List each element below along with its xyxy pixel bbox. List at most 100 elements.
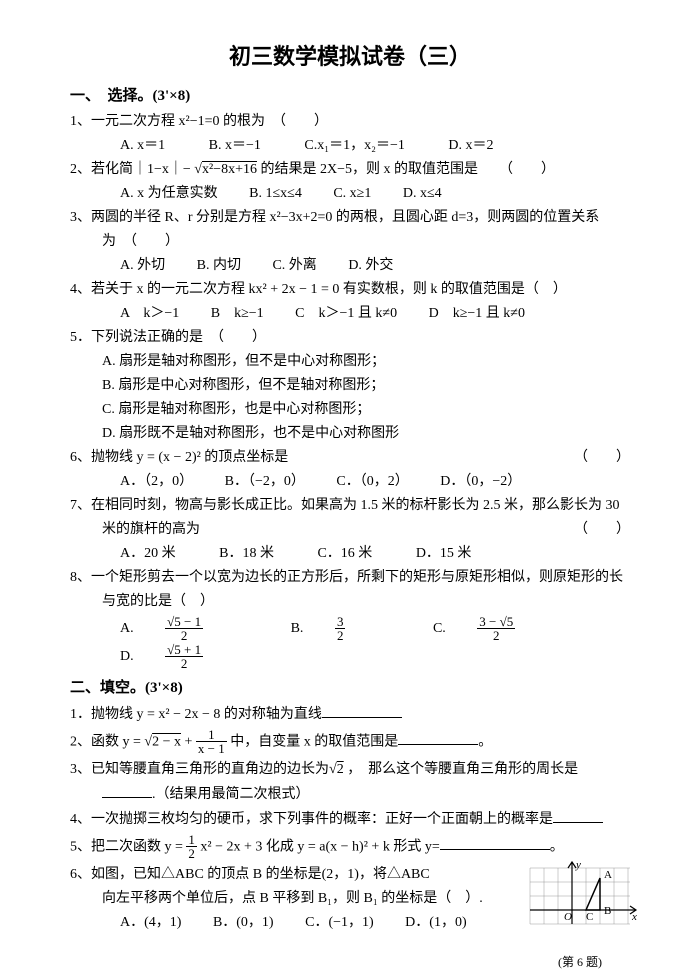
q2-rad: x²−8x+16 [202,162,257,177]
blank [102,783,152,798]
q7-opt-c: C．16 米 [317,543,372,564]
q3-opt-b: B. 内切 [197,255,241,276]
q2-b: 的结果是 2X−5，则 x 的取值范围是 （ ） [257,162,555,177]
f5-frac: 12 [186,833,197,861]
q8-b-frac: 32 [335,615,374,643]
frac-num: √5 + 1 [165,643,203,658]
section-1-heading: 一、 选择。(3'×8) [70,85,630,108]
f5-end: 。 [550,839,564,854]
q2-stem: 2、若化简｜1−x｜− √x²−8x+16 的结果是 2X−5，则 x 的取值范… [70,159,630,180]
q4-options: A k＞−1 B k≥−1 C k＞−1 且 k≠0 D k≥−1 且 k≠0 [120,303,630,324]
frac-num: 1 [186,833,197,848]
f6-opt-b: B．(0，1) [213,912,274,933]
f6-opt-c: C．(−1，1) [305,912,374,933]
frac-den: 2 [477,629,515,643]
f3-line2: .（结果用最简二次根式） [102,783,630,805]
frac-den: 2 [186,847,197,861]
q8-a-frac: √5 − 12 [165,615,231,643]
q4-opt-d: D k≥−1 且 k≠0 [429,303,525,324]
q4-stem: 4、若关于 x 的一元二次方程 kx² + 2x − 1 = 0 有实数根，则 … [70,279,630,300]
q3-options: A. 外切 B. 内切 C. 外离 D. 外交 [120,255,630,276]
label-B: B [604,905,611,917]
q3-opt-a: A. 外切 [120,255,165,276]
q5-opt-c: C. 扇形是轴对称图形，也是中心对称图形； [102,399,630,420]
f6-wrap: 6、如图，已知△ABC 的顶点 B 的坐标是(2，1)，将△ABC 向左平移两个… [70,864,630,933]
q5-opt-d: D. 扇形既不是轴对称图形，也不是中心对称图形 [102,423,630,444]
f6-opt-d: D．(1，0) [405,912,466,933]
q5-opt-a: A. 扇形是轴对称图形，但不是中心对称图形； [102,351,630,372]
q4-opt-c: C k＞−1 且 k≠0 [295,303,397,324]
f1: 1．抛物线 y = x² − 2x − 8 的对称轴为直线 [70,703,630,725]
figure-6: A B C O y x (第 6 题) [520,858,640,971]
q8-c-frac: 3 − √52 [477,615,543,643]
figure-6-caption: (第 6 题) [520,953,640,971]
f1-stem: 1．抛物线 y = x² − 2x − 8 的对称轴为直线 [70,707,322,722]
page-title: 初三数学模拟试卷（三） [70,40,630,73]
f2-c: 中，自变量 x 的取值范围是 [230,734,398,749]
f2-rad: 2 − x [152,734,181,749]
q4-opt-a: A k＞−1 [120,303,179,324]
q6-paren: （ ） [574,447,630,468]
label-C: C [586,911,593,923]
frac-num: 3 [335,615,346,630]
frac-den: 2 [165,657,203,671]
q7-stem: 7、在相同时刻，物高与影长成正比。如果高为 1.5 米的标杆影长为 2.5 米，… [70,495,630,516]
q7-opt-a: A．20 米 [120,543,176,564]
f6-opt-a: A．(4，1) [120,912,181,933]
q6-stem: 6、抛物线 y = (x − 2)² 的顶点坐标是 [70,447,288,468]
f4: 4、一次抛掷三枚均匀的硬币，求下列事件的概率：正好一个正面朝上的概率是 [70,808,630,830]
f2-a: 2、函数 y = [70,734,144,749]
q8-d-label: D. [120,646,134,667]
q8-opt-b: B. 32 [291,615,402,643]
q6-opt-c: C．（0，2） [336,471,408,492]
q8-a-label: A. [120,618,134,639]
f2-b: + [181,734,196,749]
q8-b-label: B. [291,618,304,639]
frac-num: √5 − 1 [165,615,203,630]
f5-a: 5、把二次函数 y = [70,839,186,854]
q8-d-frac: √5 + 12 [165,643,231,671]
q2-opt-a: A. x 为任意实数 [120,183,218,204]
q1-opt-a: A. x＝1 [120,135,165,156]
q7-stem2: 米的旗杆的高为 [102,519,200,540]
frac-num: 3 − √5 [477,615,515,630]
f6-b: 向左平移两个单位后，点 B 平移到 B₁，则 B₁ 的坐标是（ ）. [102,888,502,909]
f5-b: x² − 2x + 3 化成 y = a(x − h)² + k 形式 y= [200,839,439,854]
q5-opt-b: B. 扇形是中心对称图形，但不是轴对称图形； [102,375,630,396]
q1-stem: 1、一元二次方程 x²−1=0 的根为 （ ） [70,111,630,132]
q8-opt-c: C. 3 − √52 [433,615,571,643]
q1-opt-c: C.x₁＝1，x₂＝−1 [304,135,405,156]
q3-opt-d: D. 外交 [348,255,393,276]
q7-opt-d: D．15 米 [416,543,472,564]
f2: 2、函数 y = √2 − x + 1x − 1 中，自变量 x 的取值范围是。 [70,728,630,756]
q6-opt-d: D．（0，−2） [440,471,521,492]
q7-row2: 米的旗杆的高为 （ ） [102,519,630,540]
q2-opt-b: B. 1≤x≤4 [249,183,302,204]
q6-opt-b: B．（−2，0） [225,471,305,492]
blank [440,835,550,850]
q3-opt-c: C. 外离 [272,255,316,276]
f3-rad: 2 [337,762,344,777]
frac-num: 1 [196,728,227,743]
q3-stem: 3、两圆的半径 R、r 分别是方程 x²−3x+2=0 的两根，且圆心距 d=3… [70,207,630,228]
q8-options: A. √5 − 12 B. 32 C. 3 − √52 D. √5 + 12 [120,615,630,672]
q8-opt-a: A. √5 − 12 [120,615,259,643]
q6-stem-row: 6、抛物线 y = (x − 2)² 的顶点坐标是 （ ） [70,447,630,468]
q8-stem2: 与宽的比是（ ） [102,591,630,612]
f3-b: ， 那么这个等腰直角三角形的周长是 [344,762,579,777]
label-O: O [564,911,572,923]
f3-a: 3、已知等腰直角三角形的直角边的边长为 [70,762,329,777]
f3: 3、已知等腰直角三角形的直角边的边长为√2 ， 那么这个等腰直角三角形的周长是 [70,759,630,780]
q2-opt-c: C. x≥1 [333,183,371,204]
q7-opt-b: B．18 米 [219,543,274,564]
frac-den: 2 [165,629,203,643]
label-y: y [575,859,581,871]
f5: 5、把二次函数 y = 12 x² − 2x + 3 化成 y = a(x − … [70,833,630,861]
f2-frac: 1x − 1 [196,728,227,756]
blank [553,808,603,823]
q8-stem: 8、一个矩形剪去一个以宽为边长的正方形后，所剩下的矩形与原矩形相似，则原矩形的长 [70,567,630,588]
q2-opt-d: D. x≤4 [403,183,442,204]
q8-opt-d: D. √5 + 12 [120,643,259,671]
q6-opt-a: A．（2，0） [120,471,193,492]
frac-den: 2 [335,629,346,643]
